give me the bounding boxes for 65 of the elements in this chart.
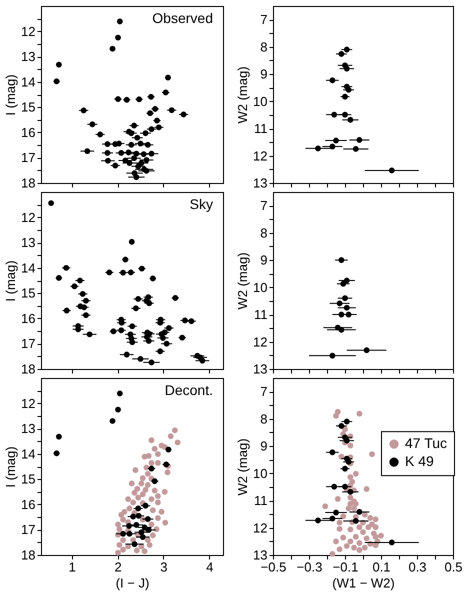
y-tick-label: 13 [253, 548, 268, 562]
x-tick-label: 0.3 [408, 560, 427, 574]
y-tick-label: 9 [260, 66, 268, 82]
y-tick-label: 13 [253, 362, 268, 376]
y-tick-label: 17 [21, 522, 36, 538]
y-tick-label: 11 [254, 307, 268, 322]
y-tick-label: 16 [21, 496, 36, 512]
y-tick-label: 17 [21, 336, 36, 352]
y-tick-label: 8 [260, 411, 268, 426]
y-tick-label: 12 [253, 334, 268, 350]
y-tick-label: 11 [254, 493, 268, 508]
y-tick-label: 18 [21, 362, 36, 376]
y-tick-label: 13 [21, 49, 36, 64]
y-tick-label: 15 [21, 472, 36, 487]
y-tick-label: 7 [260, 12, 268, 28]
y-tick-label: 8 [260, 225, 268, 240]
y-tick-label: 16 [21, 310, 36, 326]
x-tick-label: 4 [206, 560, 214, 574]
y-tick-label: 8 [260, 39, 268, 54]
annotation: Sky [190, 196, 213, 212]
y-tick-label: 14 [21, 74, 36, 90]
y-tick-label: 15 [21, 286, 36, 301]
y-tick-label: 10 [253, 280, 268, 295]
y-tick-label: 18 [21, 548, 36, 562]
x-tick-label: 0.5 [444, 560, 463, 574]
legend-label: K 49 [405, 453, 434, 470]
x-tick-label: 1 [68, 560, 76, 574]
y-tick-label: 9 [260, 252, 268, 268]
x-tick-label: 3 [160, 560, 168, 574]
x-tick-label: 2 [114, 560, 122, 574]
y-tick-label: 11 [254, 121, 268, 136]
annotation: Observed [152, 10, 213, 26]
y-tick-label: 14 [21, 446, 36, 462]
x-tick-label: −0.5 [260, 560, 286, 574]
y-tick-label: 13 [21, 235, 36, 250]
y-tick-label: 7 [260, 198, 268, 214]
y-axis-title: I (mag) [3, 260, 18, 302]
y-tick-label: 12 [21, 24, 36, 39]
x-tick-label: −0.1 [332, 560, 358, 574]
legend-label: 47 Tuc [405, 435, 448, 452]
y-tick-label: 15 [21, 100, 36, 115]
y-axis-title: W2 (mag) [235, 252, 250, 310]
x-tick-label: −0.3 [296, 560, 322, 574]
y-tick-label: 12 [253, 520, 268, 536]
annotation: Decont. [164, 382, 213, 398]
y-tick-label: 12 [253, 148, 268, 164]
y-tick-label: 12 [21, 396, 36, 411]
y-tick-label: 12 [21, 210, 36, 225]
x-axis-title: (W1 − W2) [332, 576, 395, 590]
y-tick-label: 18 [21, 176, 36, 190]
y-tick-label: 13 [253, 176, 268, 190]
y-tick-label: 17 [21, 150, 36, 166]
y-axis-title: W2 (mag) [235, 438, 250, 496]
y-tick-label: 7 [260, 384, 268, 400]
y-tick-label: 16 [21, 124, 36, 140]
y-tick-label: 9 [260, 438, 268, 454]
x-tick-label: 0.1 [372, 560, 391, 574]
y-tick-label: 10 [253, 94, 268, 109]
y-tick-label: 14 [21, 260, 36, 276]
y-tick-label: 10 [253, 466, 268, 481]
y-axis-title: W2 (mag) [235, 66, 250, 124]
y-axis-title: I (mag) [3, 74, 18, 116]
y-axis-title: I (mag) [3, 446, 18, 488]
x-axis-title: (I − J) [116, 576, 150, 590]
y-tick-label: 13 [21, 421, 36, 436]
